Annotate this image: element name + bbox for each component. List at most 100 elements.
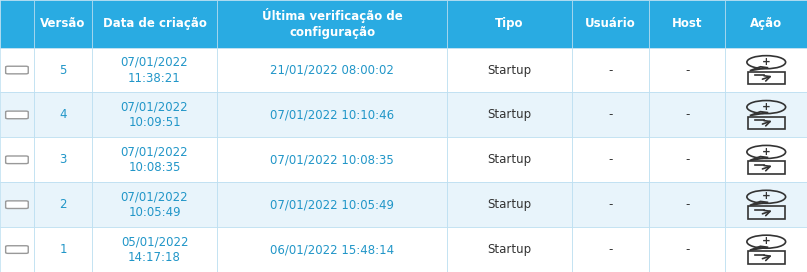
Bar bbox=[34, 0, 92, 48]
Text: 2: 2 bbox=[59, 198, 67, 211]
Bar bbox=[649, 0, 725, 48]
Bar bbox=[0, 227, 34, 272]
Bar bbox=[0, 92, 34, 137]
FancyBboxPatch shape bbox=[6, 66, 28, 74]
Text: +: + bbox=[762, 102, 771, 112]
Bar bbox=[92, 92, 217, 137]
Text: -: - bbox=[685, 64, 689, 76]
Bar bbox=[572, 137, 649, 182]
Text: 07/01/2022 10:08:35: 07/01/2022 10:08:35 bbox=[270, 153, 394, 166]
Bar bbox=[725, 0, 807, 48]
Bar bbox=[217, 48, 447, 92]
Text: 21/01/2022 08:00:02: 21/01/2022 08:00:02 bbox=[270, 64, 394, 76]
Bar bbox=[649, 182, 725, 227]
Text: 5: 5 bbox=[59, 64, 67, 76]
Bar bbox=[217, 227, 447, 272]
Bar bbox=[649, 92, 725, 137]
Bar bbox=[725, 137, 807, 182]
FancyBboxPatch shape bbox=[748, 162, 784, 174]
FancyBboxPatch shape bbox=[6, 246, 28, 254]
Bar bbox=[217, 92, 447, 137]
Text: 07/01/2022
10:08:35: 07/01/2022 10:08:35 bbox=[121, 145, 188, 174]
Bar bbox=[572, 92, 649, 137]
Text: 07/01/2022 10:05:49: 07/01/2022 10:05:49 bbox=[270, 198, 394, 211]
Bar bbox=[217, 137, 447, 182]
Text: 07/01/2022 10:10:46: 07/01/2022 10:10:46 bbox=[270, 109, 394, 121]
FancyBboxPatch shape bbox=[748, 251, 784, 264]
Bar bbox=[92, 0, 217, 48]
Text: -: - bbox=[685, 153, 689, 166]
Text: -: - bbox=[685, 243, 689, 256]
Text: +: + bbox=[762, 191, 771, 202]
Text: -: - bbox=[685, 198, 689, 211]
Text: -: - bbox=[608, 153, 613, 166]
Bar bbox=[34, 92, 92, 137]
Text: Startup: Startup bbox=[487, 243, 532, 256]
Polygon shape bbox=[750, 246, 768, 250]
Text: 3: 3 bbox=[59, 153, 67, 166]
Bar bbox=[447, 48, 572, 92]
Bar bbox=[92, 48, 217, 92]
Bar bbox=[572, 0, 649, 48]
FancyBboxPatch shape bbox=[748, 206, 784, 219]
Bar bbox=[649, 48, 725, 92]
Text: -: - bbox=[608, 198, 613, 211]
FancyBboxPatch shape bbox=[6, 201, 28, 208]
Bar bbox=[572, 227, 649, 272]
Text: Usuário: Usuário bbox=[585, 17, 636, 30]
Text: Ação: Ação bbox=[751, 17, 782, 30]
Bar bbox=[447, 227, 572, 272]
Text: 07/01/2022
11:38:21: 07/01/2022 11:38:21 bbox=[121, 55, 188, 85]
Text: Host: Host bbox=[672, 17, 702, 30]
Text: +: + bbox=[762, 236, 771, 246]
Text: 06/01/2022 15:48:14: 06/01/2022 15:48:14 bbox=[270, 243, 394, 256]
Bar bbox=[447, 0, 572, 48]
Bar bbox=[649, 137, 725, 182]
FancyBboxPatch shape bbox=[6, 156, 28, 164]
Bar bbox=[0, 48, 34, 92]
Text: -: - bbox=[685, 109, 689, 121]
Polygon shape bbox=[750, 201, 768, 205]
Bar bbox=[725, 48, 807, 92]
Bar bbox=[649, 227, 725, 272]
Text: Última verificação de
configuração: Última verificação de configuração bbox=[261, 8, 403, 39]
Text: -: - bbox=[608, 64, 613, 76]
Bar bbox=[217, 182, 447, 227]
Text: Versão: Versão bbox=[40, 17, 86, 30]
Text: -: - bbox=[608, 109, 613, 121]
Text: Startup: Startup bbox=[487, 198, 532, 211]
Bar bbox=[725, 92, 807, 137]
Text: Tipo: Tipo bbox=[495, 17, 524, 30]
Bar bbox=[0, 0, 34, 48]
FancyBboxPatch shape bbox=[6, 111, 28, 119]
Bar bbox=[572, 48, 649, 92]
Text: 1: 1 bbox=[59, 243, 67, 256]
Text: Data de criação: Data de criação bbox=[102, 17, 207, 30]
Text: Startup: Startup bbox=[487, 109, 532, 121]
Bar bbox=[0, 182, 34, 227]
Bar bbox=[92, 137, 217, 182]
Text: -: - bbox=[608, 243, 613, 256]
Bar bbox=[34, 137, 92, 182]
Bar bbox=[725, 227, 807, 272]
Bar bbox=[447, 137, 572, 182]
Bar bbox=[34, 227, 92, 272]
Text: 07/01/2022
10:09:51: 07/01/2022 10:09:51 bbox=[121, 100, 188, 129]
Text: +: + bbox=[762, 57, 771, 67]
Bar bbox=[92, 227, 217, 272]
Bar bbox=[34, 182, 92, 227]
Bar bbox=[725, 182, 807, 227]
Bar bbox=[0, 137, 34, 182]
Bar bbox=[572, 182, 649, 227]
Polygon shape bbox=[750, 67, 768, 71]
Text: +: + bbox=[762, 147, 771, 157]
Text: Startup: Startup bbox=[487, 153, 532, 166]
Polygon shape bbox=[750, 112, 768, 116]
Text: 4: 4 bbox=[59, 109, 67, 121]
Text: 07/01/2022
10:05:49: 07/01/2022 10:05:49 bbox=[121, 190, 188, 219]
Bar bbox=[447, 92, 572, 137]
Text: Startup: Startup bbox=[487, 64, 532, 76]
Polygon shape bbox=[750, 156, 768, 160]
Bar bbox=[34, 48, 92, 92]
Bar bbox=[92, 182, 217, 227]
